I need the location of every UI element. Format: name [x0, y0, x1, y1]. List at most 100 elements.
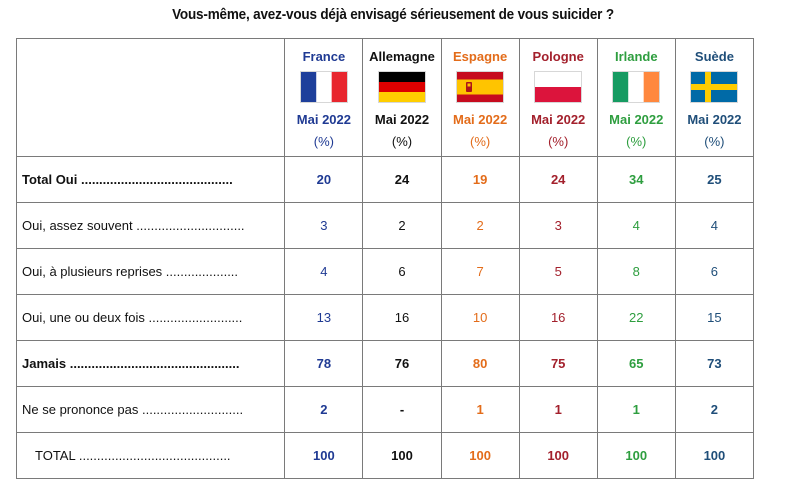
- country-name: Suède: [694, 49, 734, 64]
- unit-label: (%): [313, 134, 335, 149]
- country-header-germany: Allemagne Mai 2022 (%): [362, 38, 442, 157]
- value-cell-ireland: 34: [596, 156, 676, 203]
- value-cell-germany: 6: [362, 248, 442, 295]
- country-header-poland: Pologne Mai 2022 (%): [518, 38, 598, 157]
- value-cell-poland: 16: [518, 294, 598, 341]
- table-row: Oui, à plusieurs reprises ..............…: [15, 248, 755, 295]
- dot-leader: ..............................: [136, 218, 245, 233]
- value-cell-spain: 1: [440, 386, 520, 433]
- dot-leader: ............................: [141, 402, 244, 417]
- country-name: Irlande: [614, 49, 658, 64]
- value-cell-ireland: 100: [596, 432, 676, 479]
- row-label-cell: Oui, à plusieurs reprises ..............…: [15, 248, 286, 295]
- row-label-cell: Total Oui ..............................…: [15, 156, 286, 203]
- value-cell-germany: 24: [362, 156, 442, 203]
- dot-leader: ....................: [165, 264, 239, 279]
- results-table: France Mai 2022 (%) Allemagne Mai 2022 (%) Esp…: [15, 38, 755, 479]
- survey-period: Mai 2022: [452, 112, 508, 127]
- dot-leader: ........................................…: [69, 356, 240, 371]
- value-cell-france: 78: [284, 340, 364, 387]
- row-label: Ne se prononce pas: [22, 402, 139, 417]
- france-flag-icon: [285, 71, 362, 103]
- value-cell-sweden: 6: [674, 248, 755, 295]
- country-name: France: [302, 49, 346, 64]
- ireland-flag-icon: [598, 71, 675, 103]
- value-cell-poland: 75: [518, 340, 598, 387]
- value-cell-poland: 3: [518, 202, 598, 249]
- row-label-cell: Oui, assez souvent .....................…: [15, 202, 286, 249]
- row-label: Jamais: [22, 356, 67, 371]
- table-row: Oui, une ou deux fois ..................…: [15, 294, 755, 341]
- value-cell-spain: 2: [440, 202, 520, 249]
- value-cell-france: 20: [284, 156, 364, 203]
- value-cell-france: 13: [284, 294, 364, 341]
- value-cell-germany: -: [362, 386, 442, 433]
- value-cell-france: 100: [284, 432, 364, 479]
- germany-flag-icon: [363, 71, 440, 103]
- value-cell-sweden: 2: [674, 386, 755, 433]
- value-cell-spain: 10: [440, 294, 520, 341]
- country-header-sweden: Suède Mai 2022 (%): [674, 38, 755, 157]
- value-cell-spain: 80: [440, 340, 520, 387]
- dot-leader: ..........................: [148, 310, 243, 325]
- row-label: Oui, assez souvent: [22, 218, 133, 233]
- value-cell-poland: 24: [518, 156, 598, 203]
- table-row: Oui, assez souvent .....................…: [15, 202, 755, 249]
- value-cell-poland: 100: [518, 432, 598, 479]
- header-row: France Mai 2022 (%) Allemagne Mai 2022 (%) Esp…: [15, 38, 755, 157]
- country-name: Allemagne: [369, 49, 435, 64]
- value-cell-ireland: 8: [596, 248, 676, 295]
- spain-flag-icon: [442, 71, 519, 103]
- country-name: Espagne: [453, 49, 508, 64]
- row-label: Oui, une ou deux fois: [22, 310, 145, 325]
- value-cell-spain: 100: [440, 432, 520, 479]
- unit-label: (%): [704, 134, 725, 149]
- value-cell-ireland: 65: [596, 340, 676, 387]
- value-cell-sweden: 73: [674, 340, 755, 387]
- survey-period: Mai 2022: [531, 112, 586, 127]
- survey-period: Mai 2022: [609, 112, 664, 127]
- survey-period: Mai 2022: [374, 112, 430, 127]
- value-cell-ireland: 1: [596, 386, 676, 433]
- row-label-cell: Oui, une ou deux fois ..................…: [15, 294, 286, 341]
- row-label-cell: TOTAL ..................................…: [15, 432, 286, 479]
- unit-label: (%): [469, 134, 491, 149]
- table-body: Total Oui ..............................…: [15, 156, 755, 479]
- row-label-cell: Jamais .................................…: [15, 340, 286, 387]
- row-label: TOTAL: [35, 448, 76, 463]
- value-cell-sweden: 25: [674, 156, 755, 203]
- row-label: Total Oui: [22, 172, 78, 187]
- dot-leader: ........................................…: [78, 448, 231, 463]
- row-label: Oui, à plusieurs reprises: [22, 264, 163, 279]
- unit-label: (%): [626, 134, 647, 149]
- table-row: TOTAL ..................................…: [15, 432, 755, 479]
- table-row: Ne se prononce pas .....................…: [15, 386, 755, 433]
- header-corner-cell: [15, 38, 286, 157]
- table-row: Jamais .................................…: [15, 340, 755, 387]
- survey-period: Mai 2022: [296, 112, 351, 127]
- value-cell-poland: 1: [518, 386, 598, 433]
- country-header-spain: Espagne Mai 2022 (%): [440, 38, 520, 157]
- value-cell-germany: 16: [362, 294, 442, 341]
- sweden-flag-icon: [676, 71, 753, 103]
- value-cell-france: 4: [284, 248, 364, 295]
- unit-label: (%): [391, 134, 413, 149]
- value-cell-france: 3: [284, 202, 364, 249]
- survey-period: Mai 2022: [687, 112, 742, 127]
- country-header-france: France Mai 2022 (%): [284, 38, 364, 157]
- row-label-cell: Ne se prononce pas .....................…: [15, 386, 286, 433]
- value-cell-germany: 2: [362, 202, 442, 249]
- value-cell-sweden: 4: [674, 202, 755, 249]
- poland-flag-icon: [520, 71, 597, 103]
- country-name: Pologne: [532, 49, 584, 64]
- value-cell-germany: 100: [362, 432, 442, 479]
- value-cell-spain: 19: [440, 156, 520, 203]
- value-cell-sweden: 100: [674, 432, 755, 479]
- survey-question-title: Vous-même, avez-vous déjà envisagé série…: [172, 6, 614, 23]
- value-cell-poland: 5: [518, 248, 598, 295]
- table-row: Total Oui ..............................…: [15, 156, 755, 203]
- value-cell-spain: 7: [440, 248, 520, 295]
- value-cell-ireland: 4: [596, 202, 676, 249]
- value-cell-ireland: 22: [596, 294, 676, 341]
- unit-label: (%): [548, 134, 569, 149]
